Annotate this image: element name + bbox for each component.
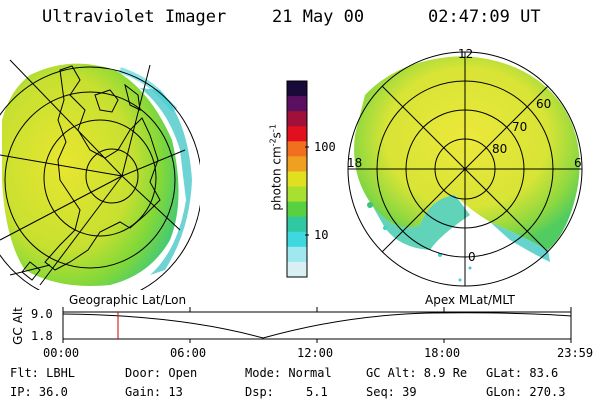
info-glat: GLat: 83.6 xyxy=(486,366,559,380)
colorbar-segment xyxy=(287,231,307,248)
colorbar-segment xyxy=(287,186,307,203)
geographic-earth-image xyxy=(0,59,200,290)
mlt-label-12: 12 xyxy=(458,47,474,61)
timeline-tick-0600: 06:00 xyxy=(170,346,207,360)
info-gc-alt: GC Alt: 8.9 Re xyxy=(366,366,468,380)
polar-apex-image xyxy=(347,51,583,287)
observation-time: 02:47:09 UT xyxy=(428,7,541,27)
colorbar-segment xyxy=(287,246,307,263)
info-mode: Mode: Normal xyxy=(245,366,332,380)
info-filter: Flt: LBHL xyxy=(10,366,76,380)
mlat-label-60: 60 xyxy=(536,97,552,111)
mlat-label-80: 80 xyxy=(492,142,508,156)
timeline-y-high: 9.0 xyxy=(31,307,53,321)
colorbar-segment xyxy=(287,261,307,278)
info-door: Door: Open xyxy=(125,366,198,380)
timeline-tick-1200: 12:00 xyxy=(297,346,334,360)
colorbar-segment xyxy=(287,96,307,112)
timeline-ylabel: GC Alt xyxy=(11,307,25,345)
colorbar-segment xyxy=(287,141,307,157)
info-gain: Gain: 13 xyxy=(125,385,183,399)
mlt-label-0: 0 xyxy=(468,250,476,264)
colorbar-segment xyxy=(287,111,307,127)
colorbar-unit-label: photon cm-2s-1 xyxy=(268,124,284,211)
info-seq: Seq: 39 xyxy=(366,385,417,399)
colorbar-tick-10: 10 xyxy=(314,228,329,242)
mlat-label-70: 70 xyxy=(512,120,528,134)
colorbar-tick-100: 100 xyxy=(314,140,336,154)
colorbar-segment xyxy=(287,216,307,233)
colorbar-segment xyxy=(287,81,307,97)
timeline-tick-2359: 23:59 xyxy=(557,346,594,360)
colorbar-segment xyxy=(287,156,307,172)
color-scale-bar xyxy=(287,81,307,278)
timeline-tick-1800: 18:00 xyxy=(424,346,461,360)
colorbar-segment xyxy=(287,126,307,142)
timeline-tick-0000: 00:00 xyxy=(43,346,80,360)
altitude-timeline xyxy=(62,307,572,343)
info-glon: GLon: 270.3 xyxy=(486,385,566,399)
observation-date: 21 May 00 xyxy=(272,7,365,27)
timeline-y-low: 1.8 xyxy=(31,329,53,343)
colorbar-segment xyxy=(287,201,307,218)
geographic-view-label: Geographic Lat/Lon xyxy=(69,293,187,307)
colorbar-segment xyxy=(287,171,307,188)
mlt-label-18: 18 xyxy=(347,156,363,170)
info-dsp-value: 5.1 xyxy=(306,385,328,399)
instrument-title: Ultraviolet Imager xyxy=(42,7,227,27)
mlt-label-6: 6 xyxy=(574,156,582,170)
info-ip: IP: 36.0 xyxy=(10,385,68,399)
apex-view-label: Apex MLat/MLT xyxy=(425,293,515,307)
info-dsp-label: Dsp: xyxy=(245,385,274,399)
